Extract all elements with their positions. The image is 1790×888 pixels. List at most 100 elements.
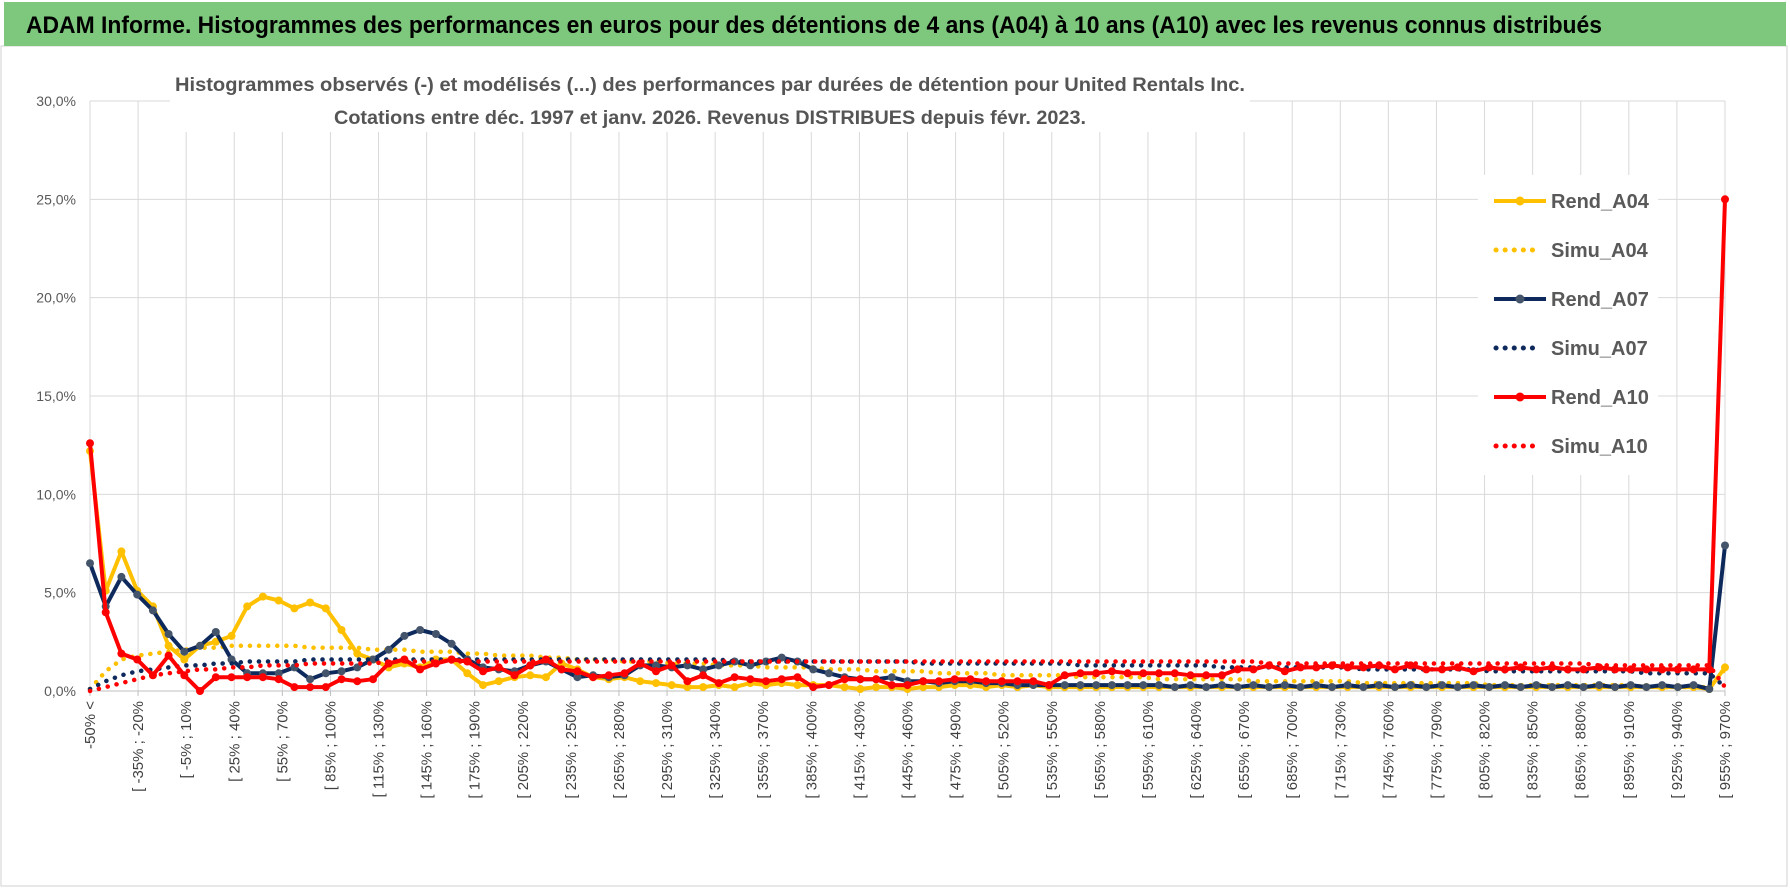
- data-point: [479, 681, 487, 690]
- data-point: [1312, 663, 1321, 672]
- legend-label: Simu_A07: [1551, 338, 1648, 360]
- plot-area: [86, 195, 1729, 695]
- data-point: [258, 592, 267, 601]
- data-point: [1170, 669, 1179, 678]
- x-tick-label: [ 865% ; 880%: [1573, 701, 1590, 799]
- data-point: [1359, 683, 1368, 692]
- data-point: [306, 683, 315, 692]
- data-point: [652, 667, 660, 676]
- data-point: [337, 675, 346, 684]
- data-point: [1563, 681, 1572, 690]
- data-point: [400, 631, 409, 640]
- data-point: [573, 673, 582, 682]
- data-point: [321, 604, 330, 613]
- data-point: [227, 655, 236, 664]
- data-point: [117, 547, 126, 556]
- x-tick-label: [ 955% ; 970%: [1717, 701, 1734, 799]
- x-tick-label: [ 205% ; 220%: [515, 701, 532, 799]
- x-tick-label: [ 745% ; 760%: [1380, 701, 1397, 799]
- data-point: [1453, 683, 1462, 692]
- data-point: [148, 606, 157, 615]
- x-tick-label: [ 445% ; 460%: [900, 701, 917, 799]
- legend-background: [1478, 175, 1658, 475]
- legend-item: Rend_A04: [1494, 191, 1650, 213]
- data-point: [494, 663, 503, 672]
- x-tick-label: [ 925% ; 940%: [1669, 701, 1686, 799]
- x-tick-label: [ 415% ; 430%: [851, 701, 868, 799]
- data-point: [1469, 681, 1478, 690]
- data-point: [1375, 681, 1384, 690]
- data-point: [133, 655, 142, 664]
- legend-label: Rend_A10: [1551, 387, 1649, 409]
- data-point: [1438, 681, 1446, 690]
- data-point: [211, 637, 220, 646]
- x-tick-label: [ 685% ; 700%: [1284, 701, 1301, 799]
- data-point: [573, 667, 582, 676]
- data-point: [856, 675, 865, 684]
- data-point: [887, 681, 896, 690]
- data-point: [683, 677, 692, 686]
- data-point: [699, 665, 708, 674]
- data-point: [557, 665, 566, 674]
- data-point: [353, 649, 362, 658]
- data-point: [730, 673, 739, 682]
- data-point: [227, 673, 236, 682]
- series-line: [87, 659, 1728, 694]
- x-tick-label: [ 655% ; 670%: [1236, 701, 1253, 799]
- data-point: [777, 675, 786, 684]
- data-point: [840, 675, 849, 684]
- data-point: [1390, 683, 1399, 692]
- data-point: [950, 675, 959, 684]
- data-point: [290, 604, 299, 613]
- x-tick-label: [ 775% ; 790%: [1428, 701, 1445, 799]
- data-point: [1642, 683, 1651, 692]
- data-point: [1107, 681, 1116, 690]
- data-point: [494, 677, 503, 686]
- data-point: [620, 669, 629, 678]
- data-point: [1139, 681, 1148, 690]
- x-tick-label: [ 535% ; 550%: [1044, 701, 1061, 799]
- series-simu-a10: [87, 659, 1728, 694]
- data-point: [746, 675, 755, 684]
- data-point: [1516, 663, 1525, 672]
- data-point: [872, 675, 881, 684]
- data-point: [526, 671, 535, 680]
- banner-title: ADAM Informe. Histogrammes des performan…: [26, 12, 1602, 39]
- data-point: [1579, 683, 1588, 692]
- data-point: [1500, 681, 1509, 690]
- data-point: [416, 665, 425, 674]
- chart-title-background: [170, 68, 1250, 132]
- data-point: [714, 661, 723, 670]
- data-point: [919, 683, 928, 692]
- data-point: [1563, 665, 1572, 674]
- data-point: [1516, 683, 1525, 692]
- y-tick-label: 20,0%: [36, 290, 76, 306]
- data-point: [1123, 669, 1132, 678]
- data-point: [510, 671, 519, 680]
- data-point: [1343, 681, 1352, 690]
- data-point: [1579, 665, 1588, 674]
- data-point: [1721, 195, 1729, 204]
- data-point: [730, 683, 739, 692]
- data-point: [211, 628, 220, 636]
- chart-subtitle: Cotations entre déc. 1997 et janv. 2026.…: [334, 108, 1086, 129]
- data-point: [1469, 667, 1478, 676]
- y-tick-label: 15,0%: [36, 388, 76, 404]
- data-point: [369, 655, 377, 664]
- data-point: [1642, 665, 1651, 674]
- x-tick-label: [ 145% ; 160%: [419, 701, 436, 799]
- x-tick-label: [ 325% ; 340%: [707, 701, 724, 799]
- data-point: [1013, 677, 1022, 686]
- data-point: [840, 683, 849, 692]
- x-tick-label: [ -35% ; -20%: [130, 701, 147, 792]
- data-point: [243, 602, 252, 611]
- data-point: [1233, 683, 1242, 692]
- data-point: [1107, 667, 1116, 676]
- data-point: [1280, 667, 1289, 676]
- legend-marker: [1515, 294, 1525, 304]
- data-point: [1217, 681, 1226, 690]
- data-point: [652, 661, 660, 670]
- data-point: [1390, 665, 1399, 674]
- data-point: [997, 677, 1006, 686]
- data-point: [369, 675, 377, 684]
